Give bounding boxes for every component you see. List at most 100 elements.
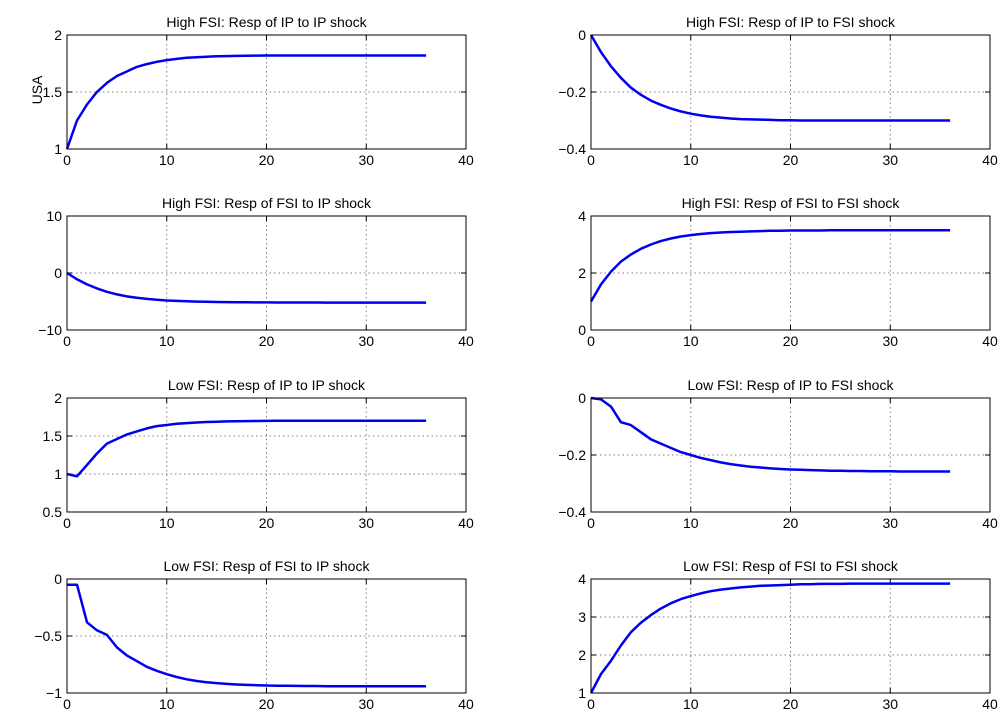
y-tick-label: 0 bbox=[578, 27, 586, 43]
x-tick-label: 40 bbox=[458, 515, 474, 531]
x-tick-label: 40 bbox=[982, 696, 998, 712]
y-tick-label: 2 bbox=[54, 390, 62, 406]
y-tick-label: 1.5 bbox=[43, 428, 63, 444]
axes-frame bbox=[590, 578, 991, 694]
subplot-title: High FSI: Resp of IP to FSI shock bbox=[686, 14, 896, 30]
y-tick-label: 0 bbox=[578, 390, 586, 406]
subplot-title: High FSI: Resp of FSI to IP shock bbox=[162, 195, 372, 211]
x-tick-label: 30 bbox=[882, 152, 898, 168]
x-tick-label: 10 bbox=[159, 696, 175, 712]
x-tick-label: 0 bbox=[587, 515, 595, 531]
y-tick-label: −0.4 bbox=[558, 141, 586, 157]
y-tick-label: 3 bbox=[578, 609, 586, 625]
subplot-title: Low FSI: Resp of FSI to IP shock bbox=[164, 558, 371, 574]
x-tick-label: 10 bbox=[159, 152, 175, 168]
x-tick-label: 40 bbox=[458, 152, 474, 168]
x-tick-label: 20 bbox=[259, 333, 275, 349]
axes-frame bbox=[66, 397, 467, 513]
subplot-6: Low FSI: Resp of IP to FSI shock 0 10 20 30 4… bbox=[558, 377, 998, 531]
y-tick-label: 2 bbox=[54, 27, 62, 43]
axes-frame bbox=[590, 34, 991, 150]
subplot-7: Low FSI: Resp of FSI to IP shock 0 10 20 30 4… bbox=[34, 558, 474, 712]
x-tick-label: 0 bbox=[63, 696, 71, 712]
y-tick-label: −0.4 bbox=[558, 504, 586, 520]
subplot-title: High FSI: Resp of IP to IP shock bbox=[166, 14, 367, 30]
subplot-title: Low FSI: Resp of IP to FSI shock bbox=[688, 377, 895, 393]
subplot-3: High FSI: Resp of FSI to IP shock 0 10 20 30… bbox=[38, 195, 474, 349]
x-tick-label: 0 bbox=[587, 333, 595, 349]
subplot-1: High FSI: Resp of IP to IP shock 0 10 20 30 4… bbox=[43, 14, 474, 168]
x-tick-label: 40 bbox=[982, 333, 998, 349]
x-tick-label: 40 bbox=[982, 152, 998, 168]
y-tick-label: 0 bbox=[54, 571, 62, 587]
row-label-usa: USA bbox=[29, 75, 45, 104]
axes-frame bbox=[590, 215, 991, 331]
y-tick-label: 10 bbox=[46, 208, 62, 224]
x-tick-label: 10 bbox=[159, 515, 175, 531]
x-tick-label: 10 bbox=[683, 333, 699, 349]
x-tick-label: 20 bbox=[783, 696, 799, 712]
x-tick-label: 10 bbox=[159, 333, 175, 349]
subplot-5: Low FSI: Resp of IP to IP shock 0 10 20 30 40… bbox=[43, 377, 474, 531]
x-tick-label: 20 bbox=[259, 515, 275, 531]
x-tick-label: 20 bbox=[259, 152, 275, 168]
x-tick-label: 10 bbox=[683, 515, 699, 531]
y-tick-label: 4 bbox=[578, 571, 586, 587]
response-line bbox=[66, 271, 427, 304]
x-tick-label: 30 bbox=[358, 333, 374, 349]
y-tick-label: 2 bbox=[578, 647, 586, 663]
subplot-8: Low FSI: Resp of FSI to FSI shock 0 10 20 30… bbox=[578, 558, 998, 712]
x-tick-label: 30 bbox=[882, 515, 898, 531]
y-tick-label: 4 bbox=[578, 208, 586, 224]
x-tick-label: 20 bbox=[259, 696, 275, 712]
y-tick-label: 1.5 bbox=[43, 84, 63, 100]
x-tick-label: 30 bbox=[358, 515, 374, 531]
plot-area bbox=[591, 579, 990, 693]
y-tick-label: 2 bbox=[578, 265, 586, 281]
x-tick-label: 0 bbox=[63, 515, 71, 531]
axes-frame bbox=[66, 34, 467, 150]
x-tick-label: 10 bbox=[683, 152, 699, 168]
subplot-2: High FSI: Resp of IP to FSI shock 0 10 20 30… bbox=[558, 14, 998, 168]
x-tick-label: 0 bbox=[587, 696, 595, 712]
y-tick-label: −10 bbox=[38, 322, 62, 338]
response-line bbox=[67, 583, 427, 688]
subplot-title: High FSI: Resp of FSI to FSI shock bbox=[682, 195, 901, 211]
y-tick-label: −0.2 bbox=[558, 447, 586, 463]
axes-frame bbox=[590, 397, 991, 513]
subplot-title: Low FSI: Resp of IP to IP shock bbox=[168, 377, 366, 393]
x-tick-label: 30 bbox=[882, 696, 898, 712]
y-tick-label: 0 bbox=[54, 265, 62, 281]
x-tick-label: 10 bbox=[683, 696, 699, 712]
x-tick-label: 20 bbox=[783, 333, 799, 349]
response-line bbox=[66, 419, 427, 478]
y-tick-label: 1 bbox=[578, 685, 586, 701]
x-tick-label: 40 bbox=[458, 333, 474, 349]
axes-frame bbox=[66, 578, 467, 694]
x-tick-label: 20 bbox=[783, 152, 799, 168]
y-tick-label: −1 bbox=[46, 685, 62, 701]
x-tick-label: 0 bbox=[63, 333, 71, 349]
x-tick-label: 30 bbox=[358, 152, 374, 168]
x-tick-label: 30 bbox=[358, 696, 374, 712]
response-line bbox=[589, 229, 951, 303]
y-tick-label: 1 bbox=[54, 466, 62, 482]
y-tick-label: −0.5 bbox=[34, 628, 62, 644]
x-tick-label: 30 bbox=[882, 333, 898, 349]
x-tick-label: 40 bbox=[458, 696, 474, 712]
plot-area bbox=[67, 398, 466, 512]
response-line bbox=[589, 582, 951, 694]
y-tick-label: 0 bbox=[578, 322, 586, 338]
x-tick-label: 0 bbox=[63, 152, 71, 168]
response-line bbox=[589, 34, 951, 122]
y-tick-label: −0.2 bbox=[558, 84, 586, 100]
response-line bbox=[65, 54, 427, 150]
x-tick-label: 0 bbox=[587, 152, 595, 168]
subplot-title: Low FSI: Resp of FSI to FSI shock bbox=[683, 558, 899, 574]
x-tick-label: 20 bbox=[783, 515, 799, 531]
y-tick-label: 0.5 bbox=[43, 504, 63, 520]
axes-frame bbox=[66, 215, 467, 331]
